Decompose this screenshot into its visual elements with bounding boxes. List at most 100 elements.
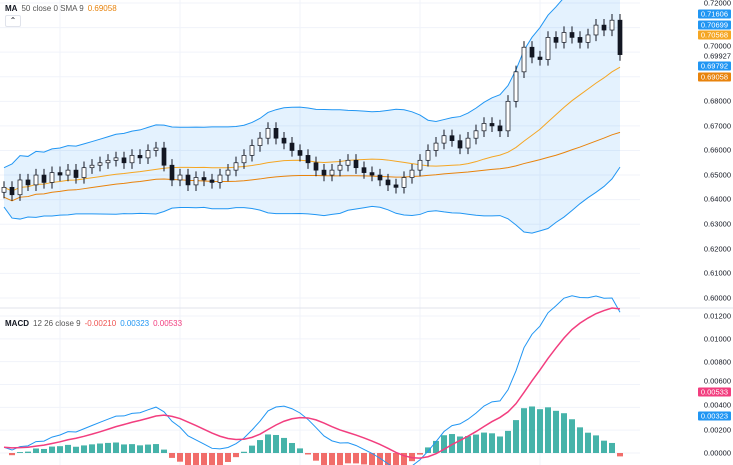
candle-body <box>145 150 151 159</box>
macd-histogram-bar <box>569 419 575 453</box>
candle-body <box>601 24 607 31</box>
macd-histogram-bar <box>329 453 335 465</box>
price-tag: 0.69927 <box>703 51 731 61</box>
macd-axis-label: 0.01200 <box>703 311 731 321</box>
candle-body <box>497 125 503 132</box>
macd-histogram-bar <box>81 445 87 453</box>
candle-body <box>545 37 551 60</box>
candle-body <box>121 157 127 164</box>
macd-histogram-bar <box>465 436 471 453</box>
candle-body <box>385 179 391 186</box>
candle-body <box>209 179 215 183</box>
macd-histogram-bar <box>249 445 255 453</box>
candle-body <box>177 174 183 181</box>
macd-histogram-bar <box>273 434 279 453</box>
candle-body <box>489 123 495 127</box>
legend-signal-value: 0.00533 <box>153 319 183 328</box>
macd-histogram-bar <box>393 453 399 465</box>
candle-body <box>201 177 207 181</box>
macd-histogram-bar <box>185 453 191 465</box>
macd-histogram-bar <box>89 444 95 453</box>
price-axis-label: 0.63000 <box>703 219 731 229</box>
candle-body <box>353 159 359 169</box>
macd-histogram-bar <box>313 453 319 461</box>
candle-body <box>217 174 223 183</box>
macd-histogram-bar <box>233 453 239 458</box>
macd-histogram-bar <box>33 448 39 453</box>
candle-body <box>377 174 383 181</box>
candle-body <box>225 169 231 176</box>
macd-histogram-bar <box>153 444 159 453</box>
legend-macd-params: 12 26 close 9 <box>33 319 81 328</box>
macd-histogram-bar <box>177 453 183 462</box>
price-axis-label: 0.65000 <box>703 170 731 180</box>
price-axis-label: 0.61000 <box>703 268 731 278</box>
macd-histogram-bar <box>289 442 295 453</box>
candle-body <box>409 169 415 178</box>
candle-body <box>569 32 575 38</box>
price-axis-label: 0.66000 <box>703 145 731 155</box>
macd-histogram-bar <box>425 447 431 453</box>
candle-body <box>417 159 423 171</box>
legend-hist-value: -0.00210 <box>84 319 117 328</box>
macd-histogram-bar <box>241 451 247 453</box>
macd-histogram-bar <box>353 453 359 464</box>
macd-histogram-bar <box>345 453 351 464</box>
candle-body <box>161 147 167 166</box>
macd-histogram-bar <box>457 436 463 453</box>
macd-axis-label: 0.00000 <box>703 448 731 458</box>
macd-histogram-bar <box>545 407 551 453</box>
macd-histogram-bar <box>609 442 615 453</box>
candle-body <box>329 169 335 176</box>
candle-body <box>65 169 71 176</box>
candle-body <box>25 179 31 186</box>
macd-histogram-bar <box>577 427 583 453</box>
macd-tag: 0.00323 <box>697 411 731 421</box>
macd-axis-label: 0.00600 <box>703 376 731 386</box>
candle-body <box>481 123 487 132</box>
candle-body <box>73 169 79 178</box>
candle-body <box>41 174 47 183</box>
macd-histogram-bar <box>593 435 599 453</box>
price-tag: 0.69792 <box>697 61 731 71</box>
candle-body <box>537 56 543 60</box>
legend-ma-value: 0.69058 <box>87 4 117 13</box>
signal-line <box>3 307 621 459</box>
price-tag: 0.70699 <box>697 20 731 30</box>
candle-body <box>505 100 511 132</box>
macd-histogram-bar <box>105 442 111 453</box>
candle-body <box>457 140 463 149</box>
candle-body <box>337 164 343 171</box>
macd-histogram-bar <box>65 444 71 453</box>
candle-body <box>593 24 599 36</box>
candle-body <box>273 128 279 139</box>
macd-histogram-bar <box>73 446 79 453</box>
macd-legend: MACD 12 26 close 9 -0.00210 0.00323 0.00533 <box>5 319 186 328</box>
legend-macd-value: 0.00323 <box>120 319 150 328</box>
macd-histogram-bar <box>201 453 207 465</box>
candle-body <box>233 162 239 171</box>
macd-histogram-bar <box>305 453 311 455</box>
candle-body <box>561 32 567 43</box>
candle-body <box>321 169 327 176</box>
bollinger-lower-line <box>3 166 621 234</box>
candle-body <box>297 150 303 156</box>
macd-histogram-bar <box>161 449 167 453</box>
legend-macd-name: MACD <box>5 319 29 328</box>
chevron-up-icon[interactable]: ⌃ <box>5 15 21 27</box>
macd-histogram-bar <box>385 453 391 465</box>
candle-body <box>401 177 407 188</box>
candle-body <box>553 37 559 43</box>
candle-body <box>169 164 175 181</box>
price-axis-label: 0.62000 <box>703 244 731 254</box>
bollinger-band-fill <box>4 0 620 234</box>
macd-histogram-bar <box>113 442 119 453</box>
macd-histogram-bar <box>121 444 127 453</box>
macd-histogram-bar <box>361 453 367 465</box>
candle-body <box>33 174 39 186</box>
macd-histogram-bar <box>617 453 623 457</box>
macd-histogram-bar <box>97 443 103 453</box>
macd-histogram-bar <box>169 453 175 458</box>
candle-body <box>89 164 95 169</box>
